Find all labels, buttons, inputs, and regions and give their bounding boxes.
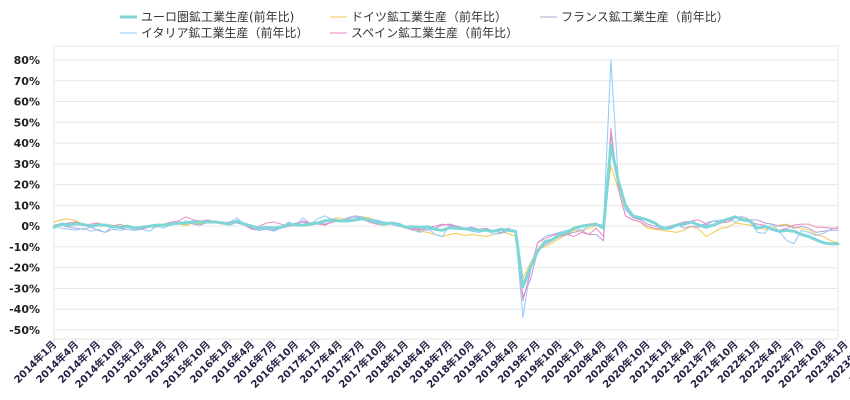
y-tick-label: -50% [9, 324, 40, 337]
legend-item-eurozone: ユーロ圏鉱工業生産(前年比) [120, 9, 294, 24]
y-tick-label: 60% [14, 96, 40, 109]
series-line-0 [52, 143, 840, 288]
legend-label-eurozone: ユーロ圏鉱工業生産(前年比) [141, 9, 294, 24]
plot-area-frame [53, 45, 839, 340]
y-tick-label: -30% [9, 282, 40, 295]
y-tick-label: 70% [14, 75, 40, 88]
gridlines [54, 59, 838, 331]
y-tick-label: 0% [21, 220, 40, 233]
y-tick-label: -40% [9, 303, 40, 316]
y-tick-label: -10% [9, 241, 40, 254]
y-tick-label: 30% [14, 158, 40, 171]
y-tick-label: -20% [9, 262, 40, 275]
series-line-4 [53, 128, 839, 302]
y-tick-label: 50% [14, 116, 40, 129]
legend: ユーロ圏鉱工業生産(前年比) ドイツ鉱工業生産（前年比） フランス鉱工業生産（前… [120, 9, 729, 40]
legend-item-spain: スペイン鉱工業生産（前年比） [330, 25, 518, 40]
y-tick-label: 20% [14, 179, 40, 192]
series-line-1 [53, 165, 839, 279]
legend-label-italy: イタリア鉱工業生産（前年比） [141, 25, 309, 40]
legend-label-france: フランス鉱工業生産（前年比） [561, 9, 729, 24]
y-tick-label: 40% [14, 137, 40, 150]
series-lines [52, 59, 840, 318]
legend-label-spain: スペイン鉱工業生産（前年比） [351, 25, 518, 40]
y-tick-label: 10% [14, 199, 40, 212]
legend-item-germany: ドイツ鉱工業生産（前年比） [330, 9, 507, 24]
y-axis: 80% 70% 60% 50% 40% 30% 20% 10% 0% -10% -20% -30% -4… [9, 54, 40, 337]
legend-item-france: フランス鉱工業生産（前年比） [540, 9, 729, 24]
legend-label-germany: ドイツ鉱工業生産（前年比） [351, 9, 507, 24]
legend-item-italy: イタリア鉱工業生産（前年比） [120, 25, 309, 40]
y-tick-label: 80% [14, 54, 40, 67]
